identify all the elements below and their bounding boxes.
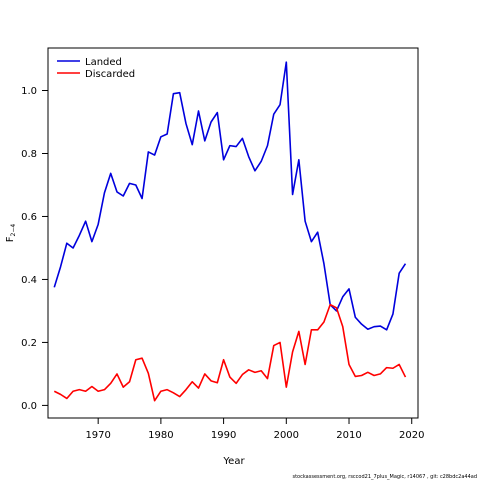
- footer-text: stockassessment.org, rsccod21_7plus_Magi…: [292, 474, 477, 480]
- x-tick-label-1970: 1970: [85, 430, 110, 441]
- y-axis: 0.0 0.2 0.4 0.6 0.8 1.0: [21, 86, 48, 412]
- x-axis-title: Year: [222, 456, 245, 467]
- x-tick-label-2010: 2010: [336, 430, 361, 441]
- series-line-landed: [53, 61, 407, 331]
- y-axis-title: F2−4: [5, 224, 17, 243]
- y-tick-label-3: 0.6: [21, 212, 37, 223]
- y-tick-label-2: 0.4: [21, 275, 37, 286]
- series-layer: [53, 61, 407, 402]
- plot-frame: [47, 47, 419, 419]
- x-axis: 1970 1980 1990 2000 2010 2020: [85, 418, 424, 441]
- x-tick-label-1980: 1980: [148, 430, 173, 441]
- y-tick-label-5: 1.0: [21, 86, 37, 97]
- x-tick-label-2000: 2000: [274, 430, 299, 441]
- legend: Landed Discarded: [57, 57, 135, 80]
- x-tick-label-1990: 1990: [211, 430, 236, 441]
- x-tick-label-2020: 2020: [399, 430, 424, 441]
- y-tick-label-4: 0.8: [21, 149, 37, 160]
- legend-label-discarded: Discarded: [85, 69, 135, 80]
- legend-label-landed: Landed: [85, 57, 122, 68]
- y-tick-label-0: 0.0: [21, 401, 37, 412]
- y-axis-title-subscript: 2−4: [10, 224, 17, 237]
- y-axis-title-main: F: [5, 236, 16, 242]
- series-line-discarded: [53, 303, 407, 402]
- y-tick-label-1: 0.2: [21, 338, 37, 349]
